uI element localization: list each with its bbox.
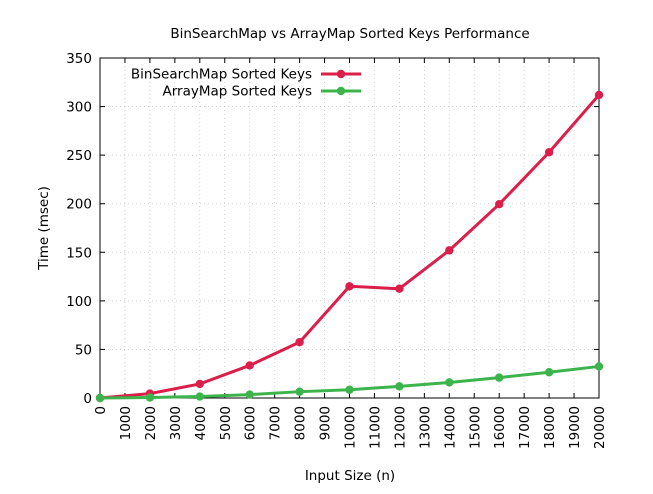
- y-tick-label: 200: [66, 197, 92, 213]
- x-tick-label: 14000: [442, 406, 458, 449]
- series-0-point: [445, 246, 454, 255]
- x-tick-label: 17000: [517, 406, 533, 449]
- series-1-point: [544, 368, 554, 377]
- series-1-point: [445, 378, 454, 387]
- x-tick-label: 2000: [143, 406, 159, 440]
- legend-label-0: BinSearchMap Sorted Keys: [131, 67, 312, 83]
- series-0-point: [245, 361, 254, 370]
- series-0-point: [195, 379, 204, 389]
- legend-label-1: ArrayMap Sorted Keys: [163, 84, 313, 100]
- x-tick-label: 3000: [168, 406, 184, 440]
- series-1-point: [95, 393, 105, 403]
- x-tick-label: 13000: [417, 406, 433, 449]
- y-tick-label: 250: [66, 148, 92, 164]
- series-1-point: [295, 387, 304, 396]
- series-1-point: [345, 385, 354, 394]
- x-tick-label: 11000: [367, 406, 383, 449]
- series: [95, 90, 604, 403]
- x-tick-label: 5000: [218, 406, 234, 440]
- series-1-point: [195, 392, 204, 401]
- x-tick-label: 4000: [193, 406, 209, 440]
- x-tick-label: 7000: [268, 406, 284, 440]
- x-tick-label: 19000: [567, 406, 583, 449]
- series-0-point: [594, 90, 604, 100]
- x-tick-label: 12000: [392, 406, 408, 449]
- y-tick-label: 350: [66, 51, 92, 67]
- x-tick-label: 20000: [592, 406, 608, 449]
- x-tick-label: 10000: [343, 406, 359, 449]
- series-1-point: [395, 382, 404, 391]
- series-0-point: [295, 337, 304, 347]
- legend-marker-0: [336, 69, 346, 79]
- series-0-point: [495, 200, 504, 209]
- y-tick-label: 50: [75, 342, 92, 358]
- y-tick-label: 100: [66, 294, 92, 310]
- axes: 0 1000 2000 3000 4000 5000 6000 7000 8000 9000 100…: [66, 51, 608, 449]
- series-0-point: [345, 282, 354, 291]
- y-tick-label: 300: [66, 100, 92, 116]
- x-tick-label: 9000: [318, 406, 334, 440]
- x-tick-label: 6000: [243, 406, 259, 440]
- y-tick-label: 150: [66, 245, 92, 261]
- grid: [100, 58, 599, 398]
- x-tick-label: 1000: [118, 406, 134, 440]
- x-tick-label: 15000: [467, 406, 483, 449]
- x-tick-label: 18000: [542, 406, 558, 449]
- series-1-point: [594, 362, 604, 371]
- series-0-point: [544, 148, 554, 157]
- x-tick-label: 16000: [492, 406, 508, 449]
- series-1-point: [145, 393, 155, 402]
- legend-marker-1: [336, 86, 346, 96]
- y-axis-label: Time (msec): [36, 186, 52, 271]
- x-tick-label: 8000: [293, 406, 309, 440]
- x-axis-label: Input Size (n): [305, 468, 395, 484]
- series-1-point: [245, 390, 254, 399]
- series-0-point: [395, 284, 404, 293]
- x-tick-label: 0: [93, 406, 109, 415]
- plot-frame: [99, 57, 600, 399]
- chart-title: BinSearchMap vs ArrayMap Sorted Keys Per…: [170, 26, 529, 42]
- y-tick-label: 0: [83, 391, 92, 407]
- series-1-point: [495, 373, 504, 382]
